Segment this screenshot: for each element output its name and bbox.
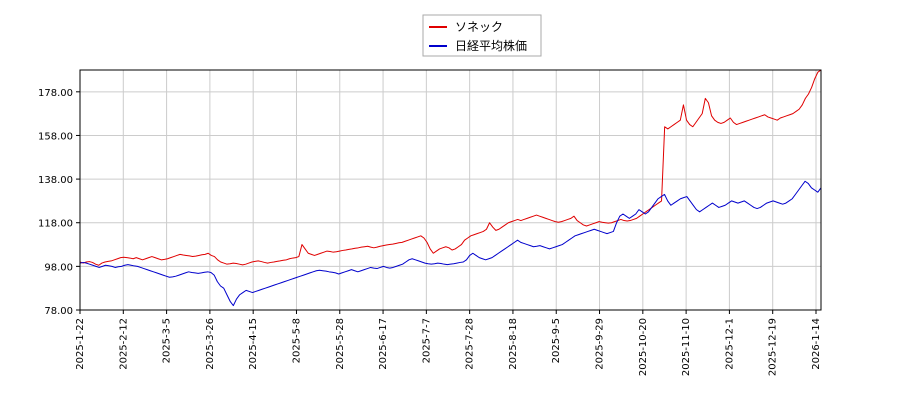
y-tick-label: 178.00 [38,88,73,99]
x-tick-label: 2025-6-17 [378,318,389,370]
series-line-0 [79,69,822,266]
x-tick-label: 2025-10-20 [638,318,649,376]
x-tick-label: 2025-8-18 [508,318,519,370]
legend-label: 日経平均株価 [455,38,527,53]
x-tick-label: 2025-12-1 [724,318,735,370]
x-tick-label: 2025-5-8 [291,318,302,363]
x-tick-label: 2025-4-15 [248,318,259,370]
y-tick-label: 118.00 [38,219,73,230]
y-tick-label: 158.00 [38,131,73,142]
x-tick-label: 2025-9-5 [551,318,562,363]
y-tick-label: 98.00 [44,262,73,273]
x-tick-label: 2026-1-14 [811,318,822,370]
x-tick-label: 2025-7-7 [421,318,432,363]
x-tick-label: 2025-12-19 [768,318,779,376]
legend-box [422,14,542,57]
legend-label: ソネック [455,20,503,34]
x-tick-label: 2025-3-5 [162,318,173,363]
x-tick-label: 2025-7-28 [465,318,476,370]
grid [79,70,821,311]
plot-frame [79,69,822,311]
x-tick-label: 2025-11-10 [681,318,692,376]
series-line-1 [79,180,822,307]
axes: 78.00 98.00 118.00 138.00 158.00 178.00 2025-1… [38,69,822,376]
y-tick-label: 138.00 [38,175,73,186]
y-tick-label: 78.00 [44,306,73,317]
x-tick-label: 2025-5-28 [335,318,346,370]
x-tick-label: 2025-9-29 [595,318,606,370]
x-tick-label: 2025-3-26 [205,318,216,370]
series-lines [79,69,822,307]
x-tick-label: 2025-2-12 [118,318,129,370]
x-tick-label: 2025-1-22 [75,318,86,370]
